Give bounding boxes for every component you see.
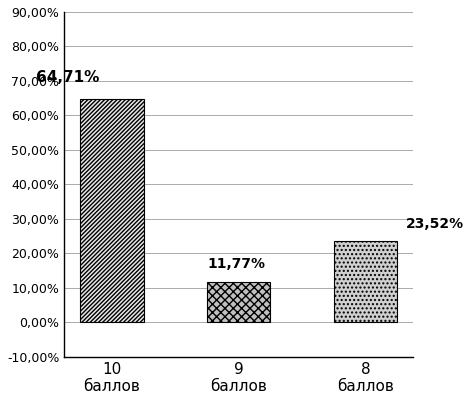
Bar <box>207 282 270 322</box>
Bar <box>334 241 398 322</box>
Text: 11,77%: 11,77% <box>207 257 265 271</box>
Text: 23,52%: 23,52% <box>406 217 464 231</box>
Text: 64,71%: 64,71% <box>36 70 99 85</box>
Bar <box>80 99 144 322</box>
